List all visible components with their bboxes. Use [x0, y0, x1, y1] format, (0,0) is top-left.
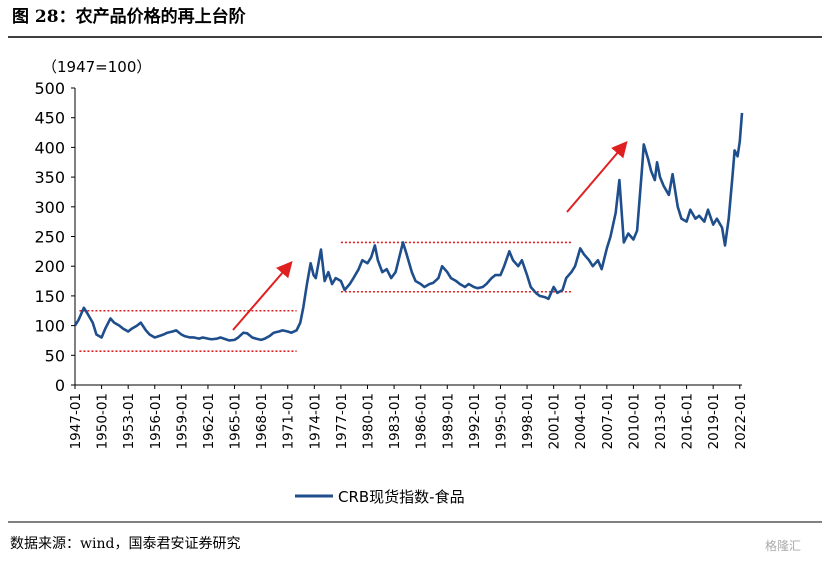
x-tick-label: 1989-01 — [440, 393, 456, 449]
x-tick-label: 1965-01 — [228, 393, 244, 449]
y-tick-label: 350 — [34, 168, 65, 187]
x-tick-label: 1986-01 — [414, 393, 430, 449]
x-tick-label: 1962-01 — [201, 393, 217, 449]
watermark: 格隆汇 — [765, 538, 801, 553]
y-tick-label: 100 — [34, 317, 65, 336]
y-tick-label: 500 — [34, 79, 65, 98]
x-tick-label: 1971-01 — [281, 393, 297, 449]
y-tick-label: 200 — [34, 257, 65, 276]
x-tick-label: 1947-01 — [68, 393, 84, 449]
y-tick-label: 0 — [55, 376, 65, 395]
series-line — [73, 112, 744, 342]
x-tick-label: 1992-01 — [467, 393, 483, 449]
x-tick-label: 1953-01 — [121, 393, 137, 449]
x-tick-label: 1995-01 — [493, 393, 509, 449]
x-tick-label: 1956-01 — [148, 393, 164, 449]
x-tick-label: 2013-01 — [653, 393, 669, 449]
y-tick-label: 300 — [34, 198, 65, 217]
x-tick-label: 2019-01 — [706, 393, 722, 449]
x-tick-label: 1977-01 — [334, 393, 350, 449]
y-tick-label: 400 — [34, 138, 65, 157]
x-tick-label: 1974-01 — [307, 393, 323, 449]
y-tick-label: 150 — [34, 287, 65, 306]
x-tick-label: 1968-01 — [254, 393, 270, 449]
source: 数据来源：wind，国泰君安证券研究 — [10, 536, 240, 552]
x-tick-label: 1980-01 — [361, 393, 377, 449]
x-tick-label: 2007-01 — [600, 393, 616, 449]
y-tick-label: 250 — [34, 228, 65, 247]
arrow — [566, 140, 628, 213]
x-tick-label: 2022-01 — [733, 393, 749, 449]
y-tick-label: 450 — [34, 109, 65, 128]
legend-label: CRB现货指数-食品 — [338, 488, 465, 506]
x-tick-label: 2016-01 — [680, 393, 696, 449]
x-tick-label: 2004-01 — [573, 393, 589, 449]
x-tick-label: 1998-01 — [520, 393, 536, 449]
x-tick-label: 1983-01 — [387, 393, 403, 449]
x-tick-label: 2010-01 — [626, 393, 642, 449]
chart-title: 图 28：农产品价格的再上台阶 — [12, 6, 247, 27]
arrow — [232, 260, 293, 331]
x-tick-label: 1950-01 — [95, 393, 111, 449]
x-tick-label: 2001-01 — [547, 393, 563, 449]
y-tick-label: 50 — [45, 346, 65, 365]
y-axis-label: （1947=100） — [42, 58, 151, 76]
x-tick-label: 1959-01 — [174, 393, 190, 449]
